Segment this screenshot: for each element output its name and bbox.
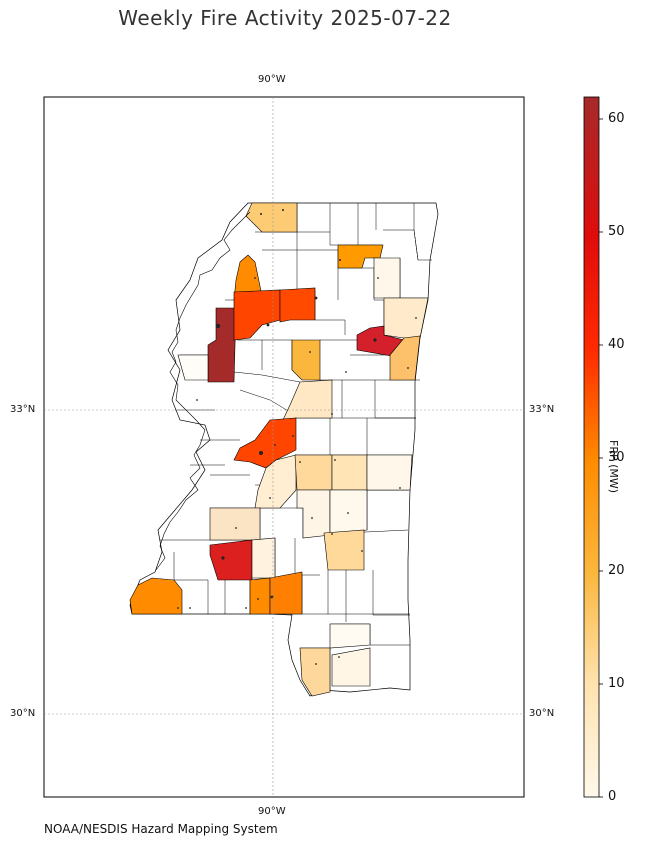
colorbar-tick-40: 40 — [608, 337, 625, 352]
colorbar-tick-10: 10 — [608, 676, 625, 691]
lon-label-top: 90°W — [258, 74, 286, 85]
map-title: Weekly Fire Activity 2025-07-22 — [118, 6, 452, 30]
county-central-1 — [291, 339, 321, 381]
county-central-6 — [331, 454, 368, 491]
county-south-1 — [249, 577, 271, 615]
fire-counties — [129, 202, 429, 697]
county-south-east — [323, 529, 365, 571]
colorbar-tick-30: 30 — [608, 450, 625, 465]
graticule — [44, 97, 524, 797]
colorbar-tick-20: 20 — [608, 563, 625, 578]
county-southwest-4 — [129, 577, 183, 615]
county-southwest-2 — [209, 539, 253, 581]
county-central-5 — [294, 454, 333, 491]
county-central-3 — [233, 417, 297, 469]
county-north-central — [279, 287, 316, 323]
colorbar-gradient — [583, 96, 600, 798]
county-coast-2 — [331, 647, 371, 687]
county-southwest-3 — [251, 537, 276, 579]
county-coast-3 — [329, 623, 371, 649]
mississippi-river-border — [155, 211, 251, 571]
county-south-2 — [269, 571, 303, 615]
county-southwest-1 — [209, 507, 261, 541]
county-north-white — [177, 354, 209, 381]
county-coast-1 — [299, 647, 331, 697]
lat-label-left-30: 30°N — [10, 708, 36, 719]
lat-label-right-33: 33°N — [529, 404, 555, 415]
county-east-3 — [389, 335, 421, 381]
lat-label-right-30: 30°N — [529, 708, 555, 719]
county-east-1 — [383, 297, 429, 339]
colorbar-tick-60: 60 — [608, 111, 625, 126]
county-central-4 — [254, 454, 297, 509]
fire-detections — [177, 209, 417, 665]
county-northeast-1 — [337, 244, 384, 269]
county-northwest-1 — [245, 202, 298, 233]
colorbar-label: FRP (MW) — [607, 440, 620, 494]
colorbar-ticks — [599, 118, 603, 798]
colorbar — [583, 96, 603, 798]
colorbar-tick-50: 50 — [608, 224, 625, 239]
lon-label-bottom: 90°W — [258, 806, 286, 817]
colorbar-tick-0: 0 — [608, 789, 617, 804]
data-credit: NOAA/NESDIS Hazard Mapping System — [44, 822, 278, 836]
lat-label-left-33: 33°N — [10, 404, 36, 415]
county-central-7 — [366, 454, 413, 491]
